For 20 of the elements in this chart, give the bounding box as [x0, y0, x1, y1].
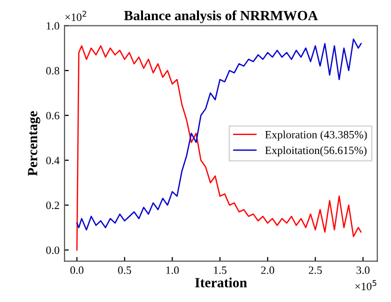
- y-tick-label: 1.0: [46, 22, 60, 30]
- y-tick-label: 0.2: [46, 202, 60, 210]
- legend-label: Exploitation(56.615%): [265, 146, 367, 156]
- x-axis-title: Iteration: [195, 278, 247, 288]
- x-tick-label: 2.5: [308, 266, 322, 274]
- x-tick-label: 0.0: [70, 266, 84, 274]
- y-tick-label: 0.8: [46, 67, 60, 75]
- x-tick-label: 2.0: [261, 266, 274, 274]
- legend-label: Exploration (43.385%): [265, 130, 367, 141]
- x-tick-label: 1.0: [166, 266, 179, 274]
- y-tick-label: 0.0: [46, 246, 60, 254]
- y-tick-label: 0.4: [46, 156, 60, 164]
- y-tick-label: 0.6: [46, 112, 60, 120]
- chart-title: Balance analysis of NRRMWOA: [124, 10, 318, 24]
- y-axis-title: Percentage: [28, 111, 40, 176]
- x-tick-label: 0.5: [118, 266, 132, 274]
- text: ×10$^{5}$: [355, 280, 376, 290]
- x-tick-label: 1.5: [214, 266, 226, 274]
- x-tick-label: 3.0: [356, 266, 370, 274]
- text: ×10$^{2}$: [65, 10, 86, 21]
